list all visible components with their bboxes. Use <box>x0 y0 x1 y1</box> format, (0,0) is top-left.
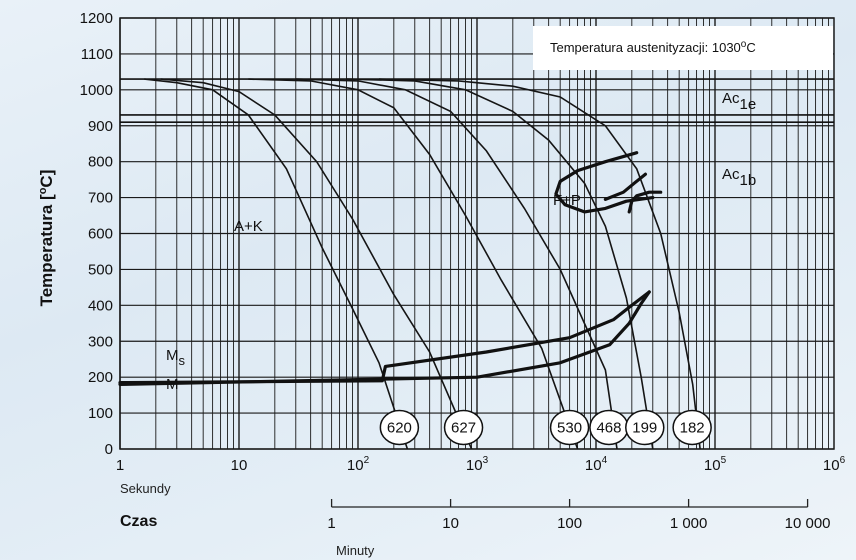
cooling-curve-182 <box>378 78 701 450</box>
y-axis-label: Temperatura [oC] <box>37 170 56 307</box>
y-tick-label: 700 <box>88 190 113 207</box>
y-tick-label: 300 <box>88 333 113 350</box>
plot-frame <box>119 17 835 450</box>
x-tick-labels: 1 10 102 103 104 105 106 <box>116 455 846 474</box>
y-tick-labels: 0 100 200 300 400 500 600 700 800 900 1000 1100 1200 <box>80 10 113 458</box>
austenitization-note-box <box>533 26 833 70</box>
hardness-circle <box>443 409 484 446</box>
cooling-curve-620 <box>144 78 409 450</box>
ac1e-label: Ac1e <box>722 90 756 113</box>
x-tick-label: 103 <box>466 455 489 474</box>
hardness-labels: 620 627 530 468 199 182 <box>379 409 712 446</box>
y-tick-label: 600 <box>88 226 113 243</box>
phase-boundary-ferrite-pearlite-right-1 <box>603 172 647 201</box>
region-label-austenite-carbides: A+K <box>234 218 263 235</box>
hardness-value: 627 <box>451 419 476 436</box>
hardness-circle <box>672 409 712 446</box>
cooling-curve-468 <box>295 78 618 450</box>
cooling-curves <box>144 78 701 450</box>
hardness-value: 182 <box>680 419 705 436</box>
m-label: M <box>166 376 179 393</box>
y-tick-label: 500 <box>88 261 113 278</box>
y-tick-label: 0 <box>105 441 113 458</box>
ms-label: Ms <box>166 347 186 368</box>
minutes-tick-label: 10 <box>442 515 459 532</box>
minutes-label: Minuty <box>336 543 375 558</box>
cooling-curve-530 <box>248 78 579 450</box>
reference-lines <box>120 78 834 123</box>
minutes-axis: 1 10 100 1 000 10 000 <box>327 499 831 532</box>
y-tick-label: 1000 <box>80 82 113 99</box>
y-tick-label: 900 <box>88 118 113 135</box>
cooling-curve-199 <box>346 78 654 450</box>
y-tick-label: 200 <box>88 369 113 386</box>
hardness-value: 468 <box>596 419 621 436</box>
minutes-tick-label: 100 <box>557 515 582 532</box>
x-tick-label: 104 <box>585 455 608 474</box>
y-tick-label: 800 <box>88 154 113 171</box>
minutes-tick-label: 1 000 <box>670 515 708 532</box>
y-tick-label: 400 <box>88 297 113 314</box>
hardness-value: 199 <box>632 419 657 436</box>
y-tick-label: 100 <box>88 405 113 422</box>
seconds-label: Sekundy <box>120 481 171 496</box>
phase-boundary-ferrite-pearlite-right-2 <box>627 190 663 214</box>
ac1b-label: Ac1b <box>722 166 756 189</box>
y-tick-label: 1200 <box>80 10 113 27</box>
x-tick-label: 1 <box>116 457 124 474</box>
minutes-tick-label: 10 000 <box>785 515 831 532</box>
region-label-ferrite-pearlite: F+P <box>553 192 581 209</box>
x-tick-label: 10 <box>231 457 248 474</box>
x-tick-label: 106 <box>823 455 846 474</box>
phase-boundary-ferrite-pearlite-start <box>554 151 655 214</box>
phase-boundary-Ms-finish <box>118 290 651 386</box>
hardness-circle <box>549 409 590 446</box>
hardness-value: 620 <box>387 419 412 436</box>
minutes-tick-label: 1 <box>327 515 335 532</box>
x-tick-label: 105 <box>704 455 727 474</box>
hardness-circle <box>625 409 665 446</box>
cooling-curve-627 <box>160 78 473 450</box>
hardness-value: 530 <box>557 419 582 436</box>
phase-boundaries <box>118 151 663 386</box>
time-label: Czas <box>120 513 157 530</box>
y-tick-label: 1100 <box>81 46 113 63</box>
austenitization-note: Temperatura austenityzacji: 1030oC <box>550 39 756 55</box>
hardness-circle <box>379 409 420 446</box>
x-tick-label: 102 <box>347 455 370 474</box>
